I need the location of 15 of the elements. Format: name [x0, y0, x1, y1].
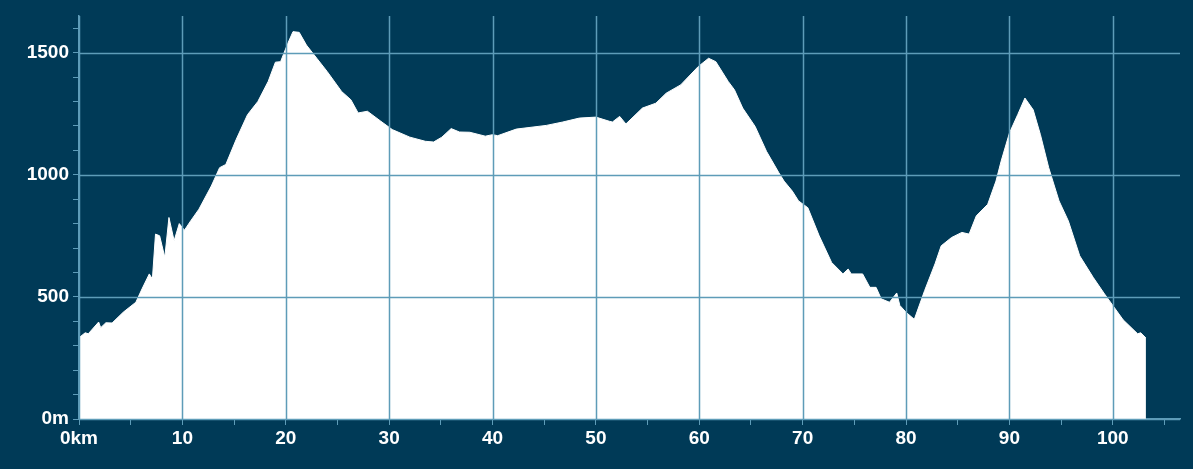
- x-tick-label: 100: [1096, 426, 1129, 448]
- y-tick-label: 500: [37, 285, 69, 307]
- x-tick-label: 70: [792, 426, 814, 448]
- y-tick-label: 1500: [26, 40, 69, 62]
- x-tick-label: 80: [895, 426, 917, 448]
- x-tick-label: 90: [998, 426, 1020, 448]
- x-tick-label: 0km: [59, 426, 99, 448]
- x-tick-label: 60: [688, 426, 710, 448]
- x-tick-label: 30: [378, 426, 400, 448]
- x-tick-label: 20: [275, 426, 297, 448]
- y-tick-label: 1000: [26, 162, 69, 184]
- x-tick-label: 10: [171, 426, 193, 448]
- y-tick-label: 0m: [41, 407, 69, 429]
- x-tick-label: 40: [481, 426, 504, 448]
- x-tick-label: 50: [585, 426, 607, 448]
